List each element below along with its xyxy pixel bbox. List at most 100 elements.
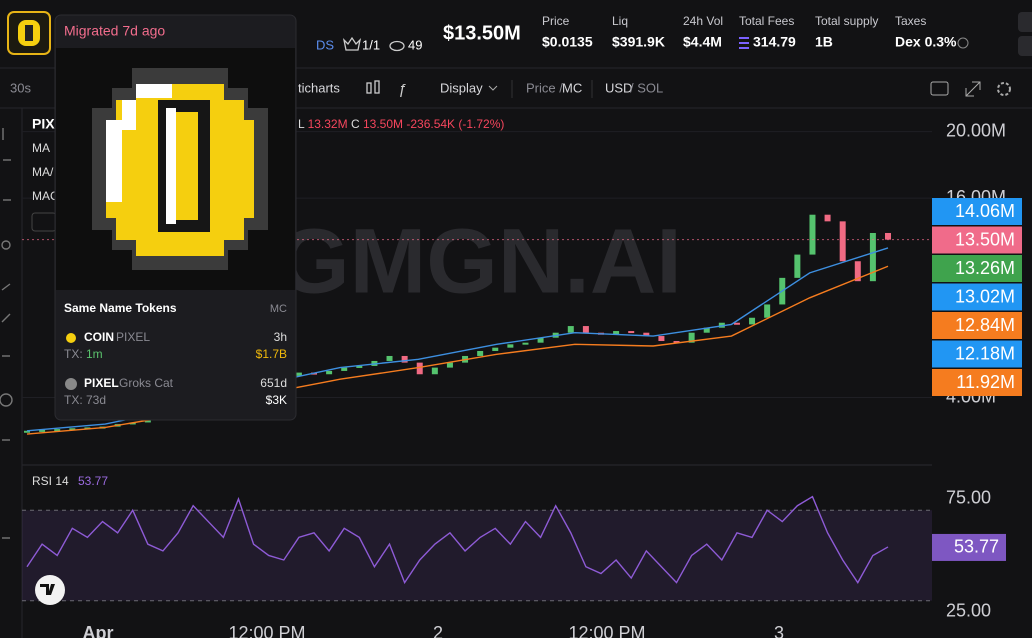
tool[interactable] <box>1 240 11 250</box>
tool[interactable] <box>1 283 11 291</box>
candle <box>69 428 76 431</box>
currency[interactable]: USD <box>605 80 632 95</box>
candle <box>356 365 363 368</box>
axes: 20.00M16.00M4.00M14.06M13.50M13.26M13.02… <box>83 120 1022 638</box>
stat-value: 314.79 <box>753 34 796 50</box>
candle <box>643 332 650 337</box>
header-button[interactable] <box>1018 36 1032 56</box>
watermark: GMGN.AI <box>278 210 682 312</box>
candle <box>54 429 61 432</box>
low-label: L <box>298 117 305 131</box>
close: 13.50M <box>363 117 403 131</box>
alt-currency[interactable]: / SOL <box>630 80 663 95</box>
price-tag <box>932 198 1022 225</box>
price-tag <box>932 312 1022 339</box>
price-tag-label: 14.06M <box>955 201 1015 221</box>
token-age: 651d <box>260 376 287 390</box>
ohlc-legend: L 13.32M C 13.50M -236.54K (-1.72%) <box>298 117 504 131</box>
token-icon <box>65 378 77 390</box>
token-symbol[interactable]: COIN <box>84 330 114 344</box>
chart-type-icon[interactable] <box>366 80 380 94</box>
indicator[interactable]: MA <box>32 141 50 155</box>
close-label: C <box>351 117 360 131</box>
token-symbol[interactable]: PIXEL <box>84 376 119 390</box>
views-icon <box>389 40 405 52</box>
candle <box>522 342 529 345</box>
candle <box>507 344 514 348</box>
token-icon <box>66 333 76 343</box>
indicator[interactable]: MAC <box>32 189 59 203</box>
candle <box>537 337 544 343</box>
rsi-band <box>22 510 932 601</box>
y-tick-label: 75.00 <box>946 488 991 508</box>
candle <box>386 355 393 361</box>
candle <box>401 355 408 363</box>
market-cap: $13.50M <box>443 22 521 44</box>
candle <box>431 367 438 375</box>
mc-header: MC <box>270 303 287 315</box>
candle <box>809 214 816 255</box>
rsi-pane-values <box>26 495 889 585</box>
sol-icon <box>739 37 749 49</box>
candle <box>446 362 453 368</box>
tx-label: TX: <box>64 347 83 361</box>
grid <box>22 131 932 602</box>
candle <box>794 254 801 278</box>
interval[interactable]: 30s <box>10 80 31 95</box>
candle <box>658 336 665 342</box>
settings-icon[interactable] <box>997 82 1011 96</box>
stat-label: Total supply <box>815 14 878 28</box>
camera-icon[interactable] <box>930 81 949 96</box>
coin-px <box>122 100 136 130</box>
price-mode[interactable]: Price / <box>526 80 563 95</box>
x-tick-label: 12:00 PM <box>228 623 305 638</box>
fx-icon[interactable]: ƒ <box>398 81 406 98</box>
sidebar-tools <box>0 128 13 539</box>
header-button[interactable] <box>1018 12 1032 32</box>
stat-value: Dex 0.3% <box>895 34 957 50</box>
rsi-tag <box>932 533 1006 561</box>
chevron <box>488 85 498 91</box>
candle <box>885 232 891 240</box>
price-tag <box>932 255 1022 282</box>
mc-mode[interactable]: MC <box>562 80 582 95</box>
candle <box>582 326 589 333</box>
price-tag <box>932 283 1022 311</box>
stat-value: $0.0135 <box>542 34 593 50</box>
fullscreen-icon[interactable] <box>965 81 981 97</box>
stat-label: 24h Vol <box>683 14 723 28</box>
candle <box>733 322 740 325</box>
candle <box>477 350 484 356</box>
candle <box>824 214 831 222</box>
icon-part <box>366 82 372 94</box>
candle <box>39 429 46 432</box>
rsi-label: RSI 14 <box>32 474 69 488</box>
price-tag-label: 13.02M <box>955 286 1015 306</box>
price-tag-label: 12.84M <box>955 315 1015 335</box>
coin-art <box>92 68 268 270</box>
info-icon[interactable] <box>957 37 969 49</box>
indicator[interactable]: MA/ <box>32 165 54 179</box>
token-age: 3h <box>274 330 287 344</box>
candle <box>869 232 876 282</box>
candle <box>326 370 333 375</box>
tv-logo-glyph <box>40 584 55 595</box>
token-tx: 1m <box>86 347 103 361</box>
candle <box>295 372 302 376</box>
candle <box>764 304 771 318</box>
rsi-value: 53.77 <box>78 474 108 488</box>
stat-label: Total Fees <box>739 14 794 28</box>
display[interactable]: Display <box>440 80 483 95</box>
stat-label: Liq <box>612 14 628 28</box>
token-logo-slot <box>25 25 33 41</box>
price-tag <box>932 369 1022 396</box>
ds-link[interactable]: DS <box>316 37 334 52</box>
stat-value: $4.4M <box>683 34 722 50</box>
indicators[interactable]: ticharts <box>298 80 340 95</box>
candle <box>688 332 695 343</box>
symbol: PIX <box>32 116 55 132</box>
tool[interactable] <box>1 313 11 323</box>
tool[interactable] <box>0 393 13 407</box>
holders-ratio: 1/1 <box>362 37 380 52</box>
x-tick-label: Apr <box>83 623 114 638</box>
